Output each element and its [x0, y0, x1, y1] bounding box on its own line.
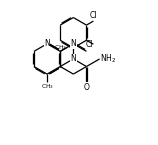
Text: CH$_3$: CH$_3$	[41, 83, 54, 91]
Text: N: N	[70, 39, 76, 48]
Text: CH$_3$: CH$_3$	[54, 43, 66, 52]
Text: N: N	[44, 39, 50, 48]
Text: Cl: Cl	[85, 40, 93, 49]
Text: N: N	[70, 54, 76, 63]
Text: NH$_2$: NH$_2$	[100, 53, 116, 65]
Text: O: O	[84, 83, 89, 92]
Text: Cl: Cl	[90, 11, 97, 20]
